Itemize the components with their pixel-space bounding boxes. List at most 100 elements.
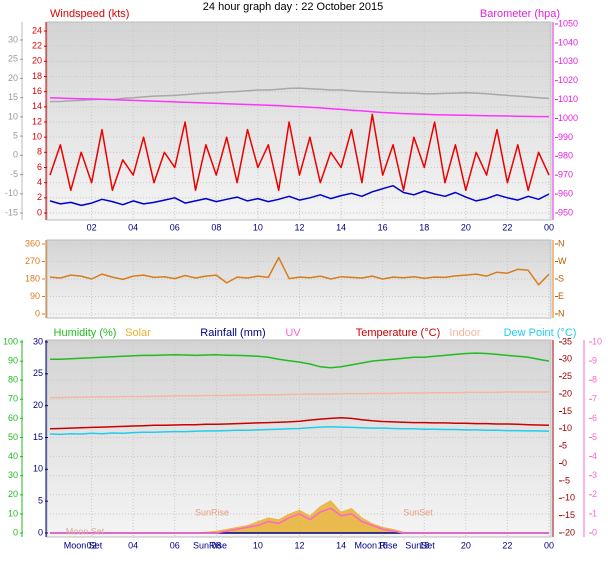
y-tick-label: 22	[32, 41, 42, 51]
annotation: SunSet	[403, 507, 433, 517]
y-tick-label: 40	[8, 451, 18, 461]
annotation: SunRise	[195, 507, 229, 517]
y2-tick-label: 25	[562, 371, 572, 381]
plot-background	[46, 339, 552, 538]
y2-tick-label: -10	[562, 493, 575, 503]
y4-tick-label: 5	[592, 432, 597, 442]
y3-tick-label: 10	[8, 111, 18, 121]
y4-tick-label: 8	[592, 375, 597, 385]
legend-label: UV	[285, 327, 301, 339]
y-tick-label: 90	[8, 355, 18, 365]
y-axis-title: Windspeed (kts)	[50, 8, 129, 20]
y3-tick-label: 5	[38, 496, 43, 506]
y2-tick-label: 15	[562, 406, 572, 416]
x-tick-label: 08	[211, 222, 221, 232]
y-tick-label: 14	[32, 101, 42, 111]
y-tick-label: 30	[8, 470, 18, 480]
y2-tick-label: 950	[558, 207, 573, 217]
annotation: Moon Set	[64, 540, 103, 550]
y-tick-label: 4	[37, 177, 42, 187]
x-tick-label: 00	[544, 222, 554, 232]
y-tick-label: 70	[8, 394, 18, 404]
line	[49, 184, 550, 207]
y2-tick-label: 1050	[558, 18, 578, 28]
x-tick-label: 12	[294, 540, 304, 550]
x-tick-label: 04	[128, 540, 138, 550]
y2-tick-label: -15	[562, 510, 575, 520]
annotation: Moon Rise	[354, 540, 397, 550]
y-tick-label: 100	[3, 336, 18, 346]
y3-tick-label: -10	[5, 188, 18, 198]
y-tick-label: 0	[35, 308, 40, 318]
x-tick-label: 18	[419, 222, 429, 232]
x-tick-label: 10	[253, 540, 263, 550]
y2-tick-label: W	[558, 256, 567, 266]
y2-tick-label: 20	[562, 388, 572, 398]
y4-tick-label: 0	[592, 527, 597, 537]
y2-tick-label: 1030	[558, 56, 578, 66]
x-tick-label: 12	[294, 222, 304, 232]
x-tick-label: 16	[378, 540, 388, 550]
y3-tick-label: 5	[13, 130, 18, 140]
legend-label: Solar	[125, 327, 151, 339]
x-tick-label: 14	[336, 540, 346, 550]
x-tick-label: 10	[253, 222, 263, 232]
legend-label: Temperature (°C)	[356, 327, 440, 339]
y2-tick-label: 960	[558, 188, 573, 198]
y3-tick-label: 10	[33, 464, 43, 474]
y-tick-label: 0	[37, 207, 42, 217]
x-tick-label: 22	[502, 222, 512, 232]
y-tick-label: 270	[25, 256, 40, 266]
y4-tick-label: 10	[592, 336, 602, 346]
x-tick-label: 20	[461, 222, 471, 232]
y3-tick-label: 20	[33, 400, 43, 410]
line	[50, 507, 549, 534]
y2-tick-label: 1000	[558, 113, 578, 123]
y2-tick-label: 0	[562, 458, 567, 468]
y-tick-label: 6	[37, 162, 42, 172]
y2-tick-label: 1040	[558, 37, 578, 47]
y3-tick-label: 15	[8, 92, 18, 102]
x-tick-label: 06	[170, 222, 180, 232]
y2-tick-label: E	[558, 291, 564, 301]
y2-tick-label: 30	[562, 354, 572, 364]
x-tick-label: 14	[336, 222, 346, 232]
y2-tick-label: 10	[562, 423, 572, 433]
y2-tick-label: 1010	[558, 94, 578, 104]
y3-tick-label: 25	[33, 368, 43, 378]
y2-tick-label: S	[558, 273, 564, 283]
x-tick-label: 20	[461, 540, 471, 550]
y4-tick-label: 9	[592, 355, 597, 365]
y3-tick-label: 15	[33, 432, 43, 442]
legend-label: Rainfall (mm)	[200, 327, 265, 339]
y3-tick-label: -15	[5, 207, 18, 217]
chart-title: 24 hour graph day : 22 October 2015	[203, 1, 383, 13]
line	[50, 391, 549, 399]
y-tick-label: 12	[32, 116, 42, 126]
x-tick-label: 02	[87, 222, 97, 232]
x-tick-label: 04	[128, 222, 138, 232]
annotation: SunSet	[405, 540, 435, 550]
y4-tick-label: 2	[592, 489, 597, 499]
y2-tick-label: N	[558, 308, 565, 318]
x-tick-label: 18	[419, 540, 429, 550]
y2-tick-label: 35	[562, 336, 572, 346]
y4-tick-label: 7	[592, 394, 597, 404]
y2-tick-label: 990	[558, 132, 573, 142]
y-tick-label: 10	[8, 508, 18, 518]
y3-tick-label: 30	[33, 336, 43, 346]
legend-label: Humidity (%)	[54, 327, 117, 339]
y-tick-label: 24	[32, 25, 42, 35]
y-tick-label: 20	[32, 56, 42, 66]
y2-tick-label: 5	[562, 441, 567, 451]
x-tick-label: 16	[378, 222, 388, 232]
line	[50, 352, 550, 369]
y2-axis-title: Barometer (hpa)	[480, 8, 560, 20]
y3-tick-label: 30	[8, 34, 18, 44]
y-tick-label: 18	[32, 71, 42, 81]
x-tick-label: 00	[544, 540, 554, 550]
legend-label: Dew Point (°C)	[504, 327, 577, 339]
y4-tick-label: 4	[592, 451, 597, 461]
y2-tick-label: N	[558, 238, 565, 248]
